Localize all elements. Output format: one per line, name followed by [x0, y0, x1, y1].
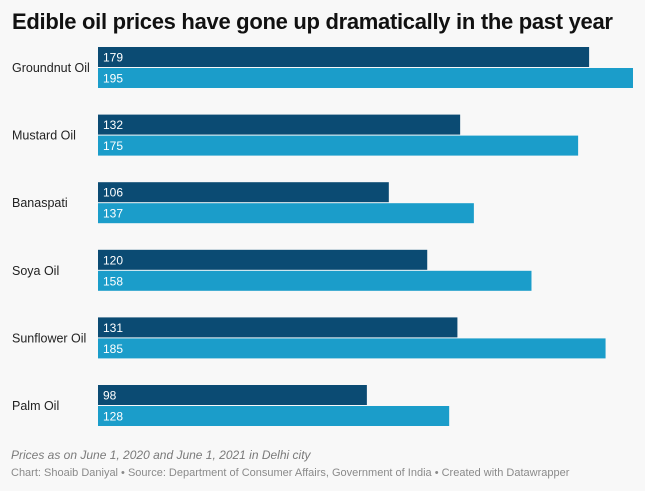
value-label-groundnut-oil-series-2: 195: [103, 72, 123, 86]
value-label-palm-oil-series-1: 98: [103, 389, 117, 403]
bar-groundnut-oil-series-1: [98, 47, 590, 67]
bar-sunflower-oil-series-2: [98, 338, 606, 359]
chart-notes: Prices as on June 1, 2020 and June 1, 20…: [11, 448, 311, 462]
value-label-banaspati-series-1: 106: [103, 186, 123, 200]
bar-palm-oil-series-2: [98, 406, 450, 426]
value-label-banaspati-series-2: 137: [103, 207, 123, 221]
bar-sunflower-oil-series-1: [98, 317, 458, 338]
value-label-mustard-oil-series-2: 175: [103, 139, 123, 153]
value-label-soya-oil-series-2: 158: [103, 274, 123, 288]
bar-groundnut-oil-series-2: [98, 68, 633, 88]
category-label-sunflower-oil: Sunflower Oil: [12, 331, 86, 345]
value-label-sunflower-oil-series-1: 131: [103, 321, 123, 335]
category-label-palm-oil: Palm Oil: [12, 399, 59, 413]
bar-banaspati-series-2: [98, 203, 474, 224]
category-label-groundnut-oil: Groundnut Oil: [12, 61, 90, 75]
chart-footer: Chart: Shoaib Daniyal • Source: Departme…: [11, 467, 570, 479]
category-label-banaspati: Banaspati: [12, 196, 68, 210]
bar-mustard-oil-series-1: [98, 114, 461, 135]
value-label-sunflower-oil-series-2: 185: [103, 342, 123, 356]
category-label-soya-oil: Soya Oil: [12, 264, 59, 278]
bar-soya-oil-series-2: [98, 270, 532, 291]
value-label-mustard-oil-series-1: 132: [103, 118, 123, 132]
bar-mustard-oil-series-2: [98, 135, 579, 156]
bar-palm-oil-series-1: [98, 385, 367, 405]
chart-title: Edible oil prices have gone up dramatica…: [12, 9, 613, 34]
value-label-groundnut-oil-series-1: 179: [103, 51, 123, 65]
category-label-mustard-oil: Mustard Oil: [12, 129, 76, 143]
value-label-palm-oil-series-2: 128: [103, 410, 123, 424]
bar-banaspati-series-1: [98, 182, 389, 203]
value-label-soya-oil-series-1: 120: [103, 253, 123, 267]
bar-soya-oil-series-1: [98, 249, 428, 270]
